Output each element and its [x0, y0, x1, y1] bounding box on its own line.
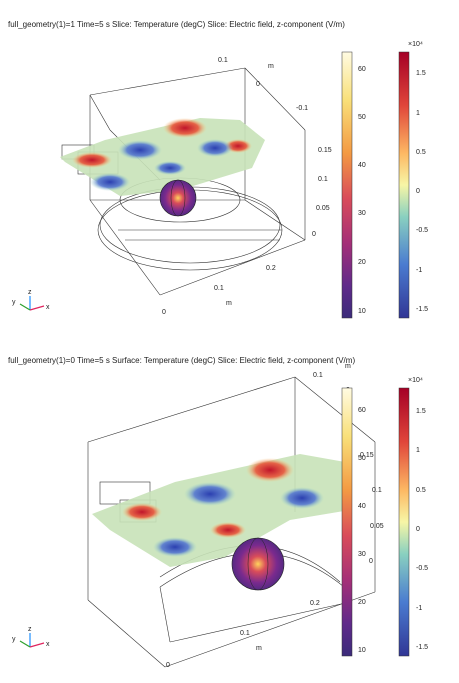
axis-bottom-tick: 0.2: [310, 600, 320, 607]
colorbar-tick: 0: [416, 188, 420, 195]
colorbar-tick: -0.5: [416, 565, 428, 572]
colorbar-exponent: ×10⁴: [408, 41, 423, 48]
colorbar-tick: 0: [416, 526, 420, 533]
triad-z-label: z: [28, 626, 32, 633]
axis-top-tick: 0.1: [313, 372, 323, 379]
triad-y-label: y: [12, 299, 16, 306]
colorbar-tick: 0.5: [416, 149, 426, 156]
triad-x-label: x: [46, 641, 50, 648]
colorbar-tick: 10: [358, 308, 366, 315]
colorbar-tick: 40: [358, 162, 366, 169]
colorbar-tick: -1.5: [416, 644, 428, 651]
axis-top-tick: 0.1: [218, 57, 228, 64]
triad-x-label: x: [46, 304, 50, 311]
colorbar-tick: 1.5: [416, 70, 426, 77]
axis-bottom-tick: 0.1: [214, 285, 224, 292]
colorbar-tick: 20: [358, 259, 366, 266]
axis-top-unit: m: [268, 63, 274, 70]
colorbar-tick: 50: [358, 114, 366, 121]
axis-top-tick: -0.1: [296, 105, 308, 112]
colorbar-tick: -0.5: [416, 227, 428, 234]
axis-right-tick: 0.15: [318, 147, 332, 154]
axis-triad-1: z x y: [12, 289, 50, 311]
efield-slice-surface-2: [92, 454, 350, 567]
axis-right-tick: 0.05: [370, 523, 384, 530]
axis-right-tick: 0.1: [372, 487, 382, 494]
colorbar-tick: 40: [358, 503, 366, 510]
colorbar-tick: -1: [416, 605, 422, 612]
plot-3d-view-2[interactable]: 0.1 0 m 0.15 0.1 0.05 0 0.2 0.1 0 m z x …: [0, 342, 459, 683]
colorbar-exponent: ×10⁴: [408, 377, 423, 384]
axis-bottom-tick: 0: [162, 309, 166, 316]
plot-panel-1: full_geometry(1)=1 Time=5 s Slice: Tempe…: [0, 0, 459, 340]
axis-triad-2: z x y: [12, 626, 50, 648]
plot-3d-view-1[interactable]: 0.1 0 -0.1 m 0.15 0.1 0.05 0 0.2 0.1 0 m…: [0, 0, 459, 340]
plot-panel-2: full_geometry(1)=0 Time=5 s Surface: Tem…: [0, 342, 459, 683]
temperature-sphere-1: [159, 179, 197, 217]
colorbar-tick: 60: [358, 66, 366, 73]
efield-slice-surface-1: [60, 118, 265, 196]
temperature-colorbar-2: 60 50 40 30 20 10: [341, 387, 366, 657]
colorbar-tick: 1: [416, 447, 420, 454]
colorbar-tick: 10: [358, 647, 366, 654]
efield-colorbar-1: ×10⁴ 1.5 1 0.5 0 -0.5 -1 -1.5: [398, 41, 428, 319]
temperature-colorbar-1: 60 50 40 30 20 10: [341, 51, 366, 319]
colorbar-tick: 30: [358, 551, 366, 558]
axis-right-tick: 0.15: [360, 452, 374, 459]
colorbar-tick: -1.5: [416, 306, 428, 313]
colorbar-tick: 60: [358, 407, 366, 414]
axis-bottom-unit: m: [256, 645, 262, 652]
colorbar-tick: 0.5: [416, 487, 426, 494]
colorbar-tick: 50: [358, 455, 366, 462]
axis-right-tick: 0: [369, 558, 373, 565]
axis-labels-1: 0.1 0 -0.1 m 0.15 0.1 0.05 0 0.2 0.1 0 m: [162, 57, 332, 316]
axis-right-tick: 0.1: [318, 176, 328, 183]
efield-colorbar-2: ×10⁴ 1.5 1 0.5 0 -0.5 -1 -1.5: [398, 377, 428, 657]
triad-z-label: z: [28, 289, 32, 296]
temperature-sphere-2: [231, 537, 285, 591]
axis-right-tick: 0: [312, 231, 316, 238]
axis-top-unit: m: [345, 363, 351, 370]
plot-title-1: full_geometry(1)=1 Time=5 s Slice: Tempe…: [8, 20, 345, 29]
axis-right-tick: 0.05: [316, 205, 330, 212]
plot-title-2: full_geometry(1)=0 Time=5 s Surface: Tem…: [8, 356, 356, 365]
colorbar-tick: -1: [416, 267, 422, 274]
axis-bottom-tick: 0.2: [266, 265, 276, 272]
triad-y-label: y: [12, 636, 16, 643]
colorbar-tick: 1.5: [416, 408, 426, 415]
colorbar-tick: 20: [358, 599, 366, 606]
axis-labels-2: 0.1 0 m 0.15 0.1 0.05 0 0.2 0.1 0 m: [166, 363, 384, 669]
axis-bottom-tick: 0.1: [240, 630, 250, 637]
axis-bottom-unit: m: [226, 300, 232, 307]
colorbar-tick: 1: [416, 110, 420, 117]
axis-bottom-tick: 0: [166, 662, 170, 669]
colorbar-tick: 30: [358, 210, 366, 217]
axis-top-tick: 0: [256, 81, 260, 88]
